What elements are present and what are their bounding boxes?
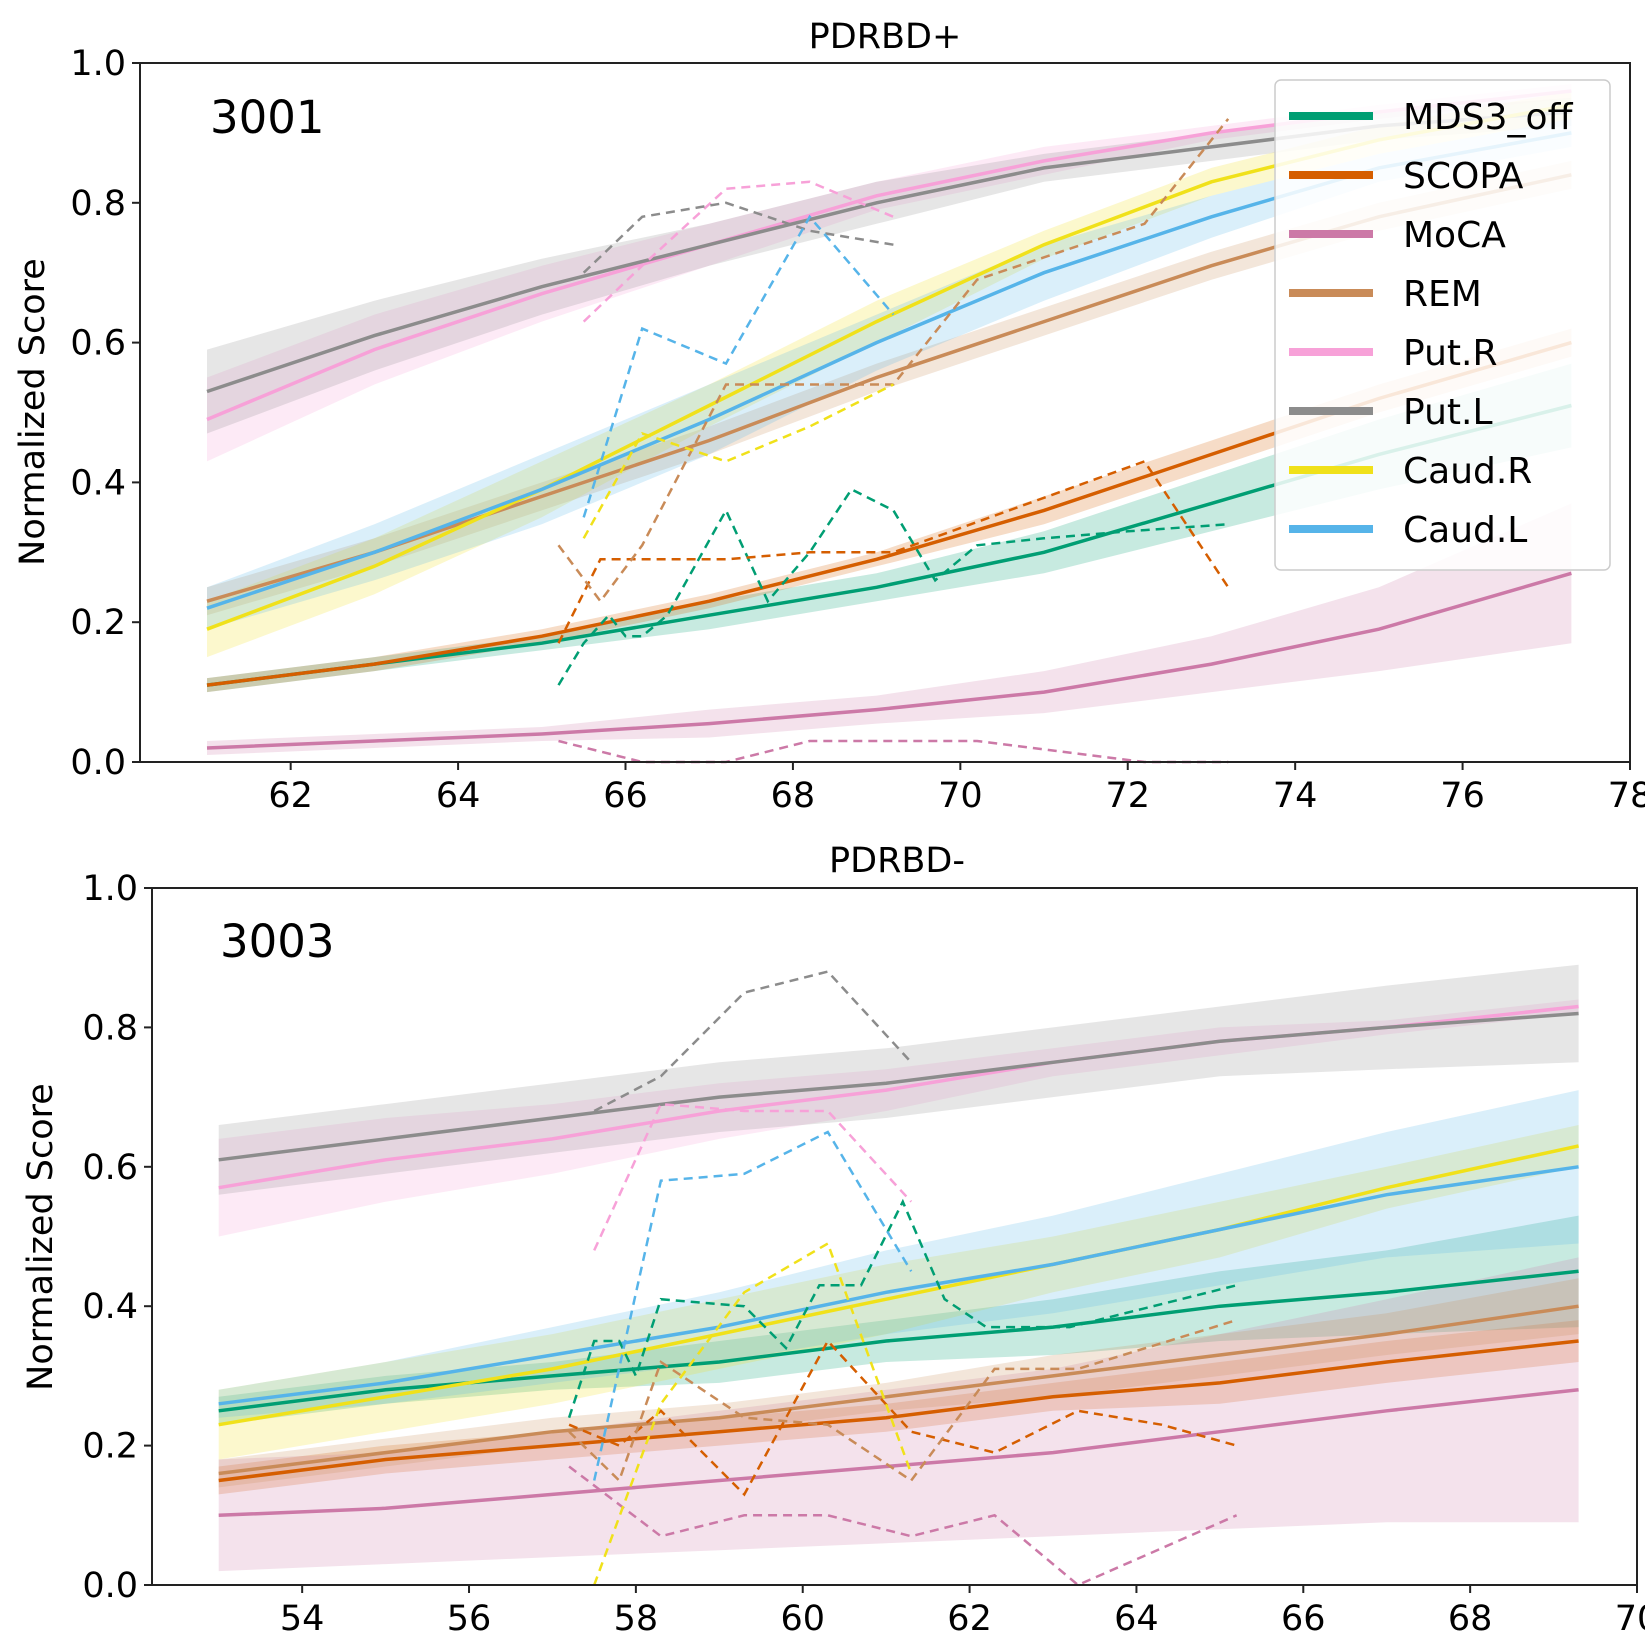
patient-id-label: 3001 [210,91,325,144]
observed-line-rem [557,118,1230,604]
x-tick-label: 66 [603,776,648,816]
band-moca [207,503,1572,755]
band-rem [218,1278,1579,1488]
observed-line-scopa [568,1338,1237,1497]
x-tick-label: 68 [771,776,816,816]
fit-line-moca [218,1388,1579,1518]
fit-line-scopa [218,1339,1579,1483]
x-tick-label: 62 [947,1599,992,1639]
y-tick-label: 0.0 [82,1566,138,1606]
x-tick-label: 68 [1448,1599,1493,1639]
x-tick-label: 64 [1114,1599,1159,1639]
x-tick-label: 62 [268,776,313,816]
x-tick-label: 60 [780,1599,825,1639]
y-axis-label: Normalized Score [13,258,53,566]
patient-id-label: 3003 [220,915,335,968]
band-mds3-off [218,1215,1579,1425]
observed-line-put-l [593,970,913,1113]
observed-line-put-r [582,180,894,323]
panel-pdrbd-plus: PDRBD+ Normalized Score 62 64 66 68 70 72 74 76… [13,17,1645,816]
observed-line-caud-l [582,214,895,518]
y-tick-label: 0.2 [82,1427,138,1467]
y-tick-label: 0.8 [70,184,126,224]
y-tick-label: 0.0 [70,743,126,783]
fit-line-moca [206,571,1572,750]
observed-line-moca [558,739,1229,764]
observed-line-put-l [582,201,894,274]
x-tick-label: 64 [436,776,481,816]
fit-line-rem [218,1304,1579,1476]
fit-line-caud-r [218,1144,1579,1427]
x-tick-label: 66 [1281,1599,1326,1639]
y-axis-label: Normalized Score [21,1083,61,1391]
panel-pdrbd-minus: PDRBD- Normalized Score 54 56 58 60 62 64 66 68… [21,841,1645,1639]
panel-title: PDRBD+ [809,17,962,57]
legend-label-mds3-off: MDS3_off [1403,97,1574,138]
y-tick-label: 0.2 [70,603,126,643]
legend-label-rem: REM [1403,274,1482,315]
x-tick-label: 70 [1615,1599,1645,1639]
y-tick-label: 0.6 [70,324,126,364]
y-tick-label: 1.0 [82,869,138,909]
observed-line-put-r [593,1102,913,1251]
band-caud-l [207,118,1572,630]
panel-title: PDRBD- [829,841,965,881]
y-tick-label: 0.6 [82,1148,138,1188]
x-tick-label: 70 [938,776,983,816]
x-tick-label: 56 [447,1599,492,1639]
observed-line-caud-l [592,1130,913,1481]
legend-label-caud-l: Caud.L [1403,510,1527,551]
band-caud-r [207,91,1572,658]
legend-label-scopa: SCOPA [1403,156,1524,197]
y-tick-label: 0.4 [82,1287,138,1327]
legend: MDS3_off SCOPA MoCA REM Put.R Put.L Caud.R Caud… [1274,79,1611,571]
fit-line-mds3-off [218,1269,1579,1413]
legend-label-put-l: Put.L [1403,392,1493,433]
x-tick-label: 76 [1440,776,1485,816]
y-tick-label: 1.0 [70,44,126,84]
fit-line-put-l [218,1011,1579,1162]
observed-line-mds3-off [567,1198,1237,1419]
y-tick-label: 0.4 [70,463,126,503]
legend-label-moca: MoCA [1403,215,1506,256]
x-tick-label: 78 [1608,776,1645,816]
observed-line-scopa [557,459,1230,644]
x-tick-label: 54 [280,1599,325,1639]
plot-frame [151,887,1638,1586]
legend-label-put-r: Put.R [1403,333,1497,374]
band-caud-l [218,1090,1579,1418]
x-tick-label: 74 [1273,776,1318,816]
observed-line-caud-r [582,383,894,539]
observed-line-rem [568,1318,1237,1483]
legend-box [1274,79,1611,571]
band-rem [207,160,1572,616]
observed-line-caud-r [593,1241,913,1586]
y-tick-label: 0.8 [82,1008,138,1048]
band-scopa [218,1320,1579,1495]
fit-line-caud-l [218,1165,1579,1406]
legend-label-caud-r: Caud.R [1403,451,1532,492]
x-tick-label: 72 [1105,776,1150,816]
observed-line-moca [568,1465,1238,1587]
x-tick-label: 58 [614,1599,659,1639]
plot-frame [139,62,1631,763]
plot-area: 54 56 58 60 62 64 66 68 70 0.0 0.2 0.4 0.6 0.8 1.0 [82,869,1645,1639]
observed-line-mds3-off [557,487,1229,686]
